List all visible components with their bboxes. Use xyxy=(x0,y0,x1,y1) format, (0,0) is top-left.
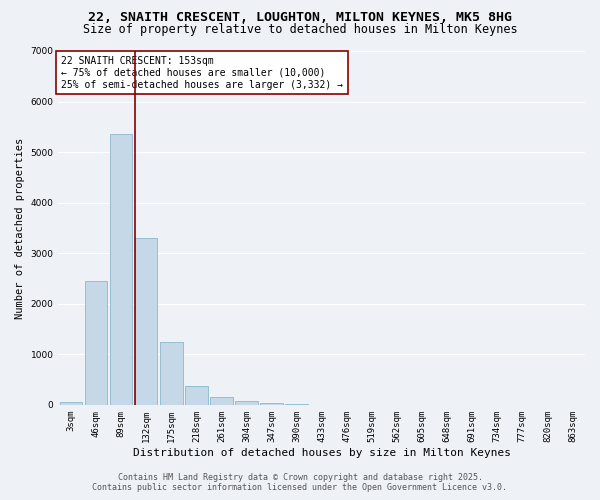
Bar xyxy=(110,134,133,405)
Bar xyxy=(185,386,208,405)
Bar xyxy=(286,404,308,405)
Text: 22 SNAITH CRESCENT: 153sqm
← 75% of detached houses are smaller (10,000)
25% of : 22 SNAITH CRESCENT: 153sqm ← 75% of deta… xyxy=(61,56,343,90)
Bar xyxy=(160,342,182,405)
Text: 22, SNAITH CRESCENT, LOUGHTON, MILTON KEYNES, MK5 8HG: 22, SNAITH CRESCENT, LOUGHTON, MILTON KE… xyxy=(88,11,512,24)
X-axis label: Distribution of detached houses by size in Milton Keynes: Distribution of detached houses by size … xyxy=(133,448,511,458)
Bar xyxy=(235,401,258,405)
Text: Size of property relative to detached houses in Milton Keynes: Size of property relative to detached ho… xyxy=(83,22,517,36)
Text: Contains HM Land Registry data © Crown copyright and database right 2025.
Contai: Contains HM Land Registry data © Crown c… xyxy=(92,473,508,492)
Bar xyxy=(135,238,157,405)
Bar xyxy=(59,402,82,405)
Bar xyxy=(85,281,107,405)
Bar xyxy=(210,398,233,405)
Y-axis label: Number of detached properties: Number of detached properties xyxy=(15,138,25,318)
Bar xyxy=(260,404,283,405)
